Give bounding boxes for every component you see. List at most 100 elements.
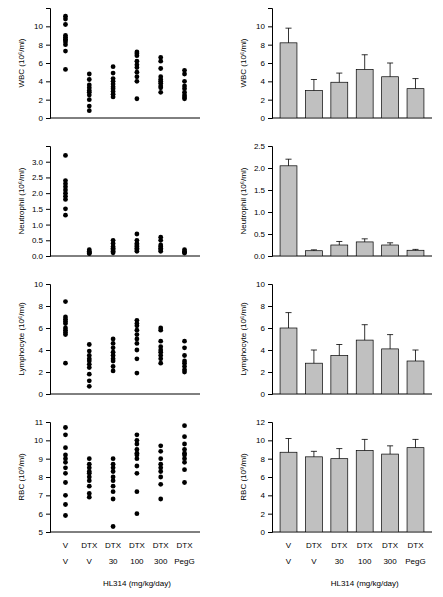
y-tick-label: 2: [39, 96, 44, 105]
y-axis-title: Neutrophil (10⁶/ml): [239, 167, 248, 234]
y-tick: 4: [261, 491, 272, 500]
y-tick-mark: [268, 440, 272, 441]
x-axis: [50, 394, 200, 395]
error-bar-cap: [387, 334, 393, 335]
y-tick-label: 3.0: [32, 158, 44, 167]
data-point: [87, 478, 92, 483]
data-point: [63, 480, 68, 485]
x-tick-label: DTX: [382, 541, 399, 550]
data-point: [158, 475, 163, 480]
y-tick-mark: [268, 328, 272, 329]
y-tick-label: 8: [261, 302, 266, 311]
y-tick-label: 10: [34, 280, 43, 289]
y-tick-label: 8: [261, 41, 266, 50]
y-tick-label: 2: [261, 368, 266, 377]
y-tick-mark: [46, 193, 50, 194]
bar: [331, 82, 348, 118]
y-tick-mark: [46, 177, 50, 178]
data-point: [158, 361, 163, 366]
data-point: [182, 345, 187, 350]
error-bar-cap: [387, 242, 393, 243]
data-point: [158, 356, 163, 361]
data-point: [87, 108, 92, 113]
y-tick: 6: [39, 59, 50, 68]
y-axis-line: [268, 147, 273, 257]
error-bar-stem: [339, 345, 340, 356]
plot-area: [280, 439, 424, 533]
x-tick-label: DTX: [129, 541, 146, 550]
data-point: [135, 371, 140, 376]
data-point: [63, 493, 68, 498]
y-tick-mark: [268, 306, 272, 307]
y-tick: 1.0: [254, 208, 272, 217]
error-bar-stem: [288, 28, 289, 43]
error-bar-cap: [387, 63, 393, 64]
y-tick-label: 2.5: [254, 142, 266, 151]
y-tick-label: 4: [39, 346, 44, 355]
x-tick-label: DTX: [81, 541, 98, 550]
error-bar-stem: [364, 239, 365, 242]
y-tick-mark: [268, 350, 272, 351]
y-tick-mark: [268, 190, 272, 191]
y-tick: 0: [39, 114, 50, 123]
data-point: [63, 445, 68, 450]
data-point: [87, 456, 92, 461]
y-tick: 12: [256, 418, 272, 427]
y-tick: 0.5: [254, 230, 272, 239]
x-tick-label: 100: [130, 557, 144, 566]
data-point: [87, 251, 92, 256]
y-axis-title: Lymphocyte (10⁶/ml): [239, 302, 248, 376]
data-point: [135, 249, 140, 254]
data-point: [135, 489, 140, 494]
data-point: [135, 96, 140, 101]
y-tick: 0: [261, 114, 272, 123]
error-bar-cap: [285, 159, 291, 160]
y-axis-title: WBC (10⁶/ml): [17, 38, 26, 87]
x-tick-label: V: [286, 541, 292, 550]
y-tick-mark: [268, 81, 272, 82]
y-tick-label: 2: [39, 368, 44, 377]
error-bar-stem: [313, 350, 314, 363]
y-axis: 0246810: [256, 9, 272, 124]
y-tick: 10: [256, 280, 272, 289]
error-bar-cap: [362, 238, 368, 239]
y-axis: 0.00.51.01.52.02.53.0: [32, 147, 51, 262]
data-point: [111, 478, 116, 483]
x-tick-label: V: [286, 557, 292, 566]
data-point: [87, 342, 92, 347]
error-bar: [412, 249, 418, 251]
y-axis: 0246810: [34, 280, 50, 399]
bar: [305, 251, 322, 256]
error-bar: [285, 439, 291, 453]
y-tick: 8: [39, 41, 50, 50]
data-point: [87, 93, 92, 98]
y-tick-label: 1.0: [32, 221, 44, 230]
y-tick: 8: [261, 302, 272, 311]
y-tick-label: 6: [39, 510, 44, 519]
y-tick-label: 6: [261, 473, 266, 482]
error-bar-stem: [364, 55, 365, 70]
error-bar-cap: [336, 448, 342, 449]
data-point: [135, 70, 140, 75]
y-tick-label: 10: [34, 22, 43, 31]
x-tick-label: V: [87, 557, 93, 566]
y-tick-mark: [46, 225, 50, 226]
bar: [382, 245, 399, 256]
data-point: [111, 497, 116, 502]
data-point: [135, 332, 140, 337]
y-tick-mark: [268, 146, 272, 147]
data-point: [63, 67, 68, 72]
y-axis-title: RBC (10⁹/ml): [17, 453, 26, 501]
error-bar-stem: [390, 446, 391, 454]
data-point: [158, 449, 163, 454]
y-tick-label: 0: [39, 390, 44, 399]
data-point: [182, 480, 187, 485]
data-point: [63, 17, 68, 22]
data-point: [182, 79, 187, 84]
y-tick: 1.5: [32, 205, 50, 214]
data-point: [87, 250, 92, 255]
data-point: [158, 456, 163, 461]
y-tick-label: 0.5: [32, 236, 44, 245]
x-tick-label: DTX: [357, 541, 374, 550]
y-tick: 8: [39, 302, 50, 311]
